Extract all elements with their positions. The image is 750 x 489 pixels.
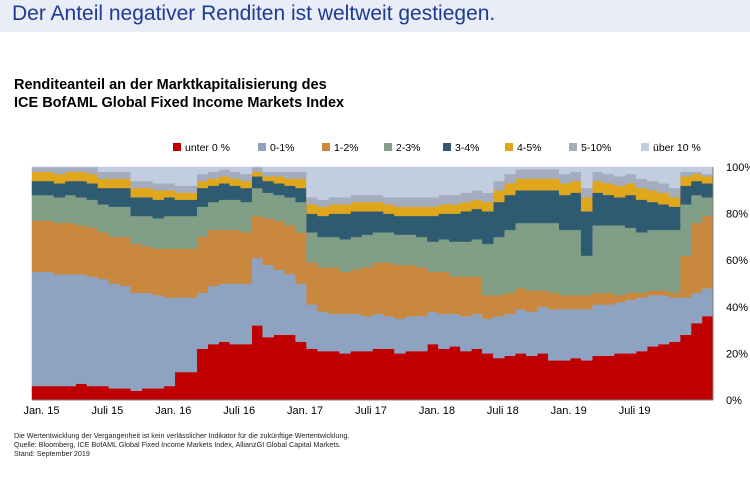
footnote-disclaimer: Die Wertentwicklung der Vergangenheit is…: [14, 431, 350, 440]
y-tick-label: 40%: [726, 302, 748, 314]
legend-label: 2-3%: [396, 142, 421, 154]
legend-swatch: [322, 143, 330, 151]
legend-swatch: [569, 143, 577, 151]
legend-swatch: [641, 143, 649, 151]
x-tick-label: Juli 19: [619, 405, 651, 417]
legend-label: 5-10%: [581, 142, 611, 154]
legend-label: über 10 %: [653, 142, 701, 154]
legend-swatch: [173, 143, 181, 151]
legend-label: 3-4%: [455, 142, 480, 154]
legend-swatch: [384, 143, 392, 151]
footnotes: Die Wertentwicklung der Vergangenheit is…: [14, 431, 349, 459]
y-tick-label: 100%: [726, 162, 750, 174]
legend-label: 1-2%: [334, 142, 359, 154]
y-tick-label: 80%: [726, 209, 748, 221]
footnote-source: Quelle: Bloomberg, ICE BofAML Global Fix…: [14, 440, 341, 450]
y-tick-label: 20%: [726, 348, 748, 360]
y-tick-label: 0%: [726, 395, 742, 407]
legend-label: 0-1%: [270, 142, 295, 154]
x-tick-label: Juli 16: [223, 405, 255, 417]
headline: Der Anteil negativer Renditen ist weltwe…: [12, 2, 496, 25]
x-tick-label: Jan. 18: [419, 405, 455, 417]
y-tick-label: 60%: [726, 255, 748, 267]
x-tick-label: Jan. 19: [551, 405, 587, 417]
x-tick-label: Juli 15: [91, 405, 123, 417]
legend-label: unter 0 %: [185, 142, 230, 154]
footnote-date: Stand: September 2019: [14, 449, 90, 459]
legend-label: 4-5%: [517, 142, 542, 154]
chart-title: Renditeanteil an der Marktkapitalisierun…: [14, 76, 344, 112]
x-tick-label: Jan. 17: [287, 405, 323, 417]
x-tick-label: Juli 17: [355, 405, 387, 417]
series-layer: [31, 166, 714, 401]
x-tick-label: Jan. 15: [23, 405, 59, 417]
chart-title-line-1: Renditeanteil an der Marktkapitalisierun…: [14, 77, 327, 93]
legend-swatch: [505, 143, 513, 151]
headline-banner: Der Anteil negativer Renditen ist weltwe…: [0, 0, 750, 32]
x-tick-label: Jan. 16: [155, 405, 191, 417]
legend-swatch: [258, 143, 266, 151]
series-area-7: [32, 166, 714, 200]
legend-swatch: [443, 143, 451, 151]
x-tick-label: Juli 18: [487, 405, 519, 417]
chart-title-line-2: ICE BofAML Global Fixed Income Markets I…: [14, 95, 345, 111]
